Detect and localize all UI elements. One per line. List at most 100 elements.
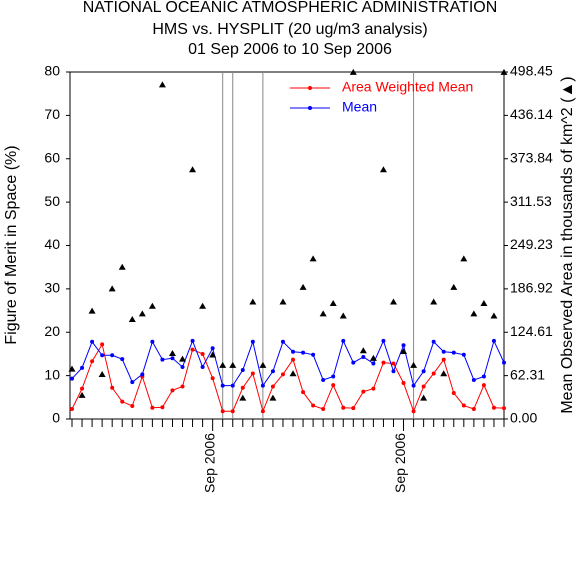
point	[170, 388, 175, 393]
triangle-marker	[339, 312, 347, 319]
triangle-marker	[319, 310, 327, 317]
triangle-marker	[259, 361, 267, 368]
point	[140, 372, 145, 377]
point	[421, 384, 426, 389]
point	[351, 360, 356, 365]
y2-axis-label: Mean Observed Area in thousands of km^2 …	[559, 76, 576, 413]
point	[401, 343, 406, 348]
point	[100, 353, 105, 358]
triangle-marker	[279, 298, 287, 305]
point	[210, 376, 215, 381]
point	[311, 403, 316, 408]
point	[120, 399, 125, 404]
legend-marker	[308, 106, 312, 110]
triangle-marker	[229, 361, 237, 368]
y-tick-label: 50	[44, 193, 60, 209]
point	[491, 338, 496, 343]
point	[321, 407, 326, 412]
legend-label: Mean	[342, 99, 377, 115]
triangle-marker	[118, 263, 126, 270]
y2-tick-label: 62.31	[510, 366, 545, 382]
triangle-marker	[470, 310, 478, 317]
y-tick-label: 10	[44, 366, 60, 382]
point	[371, 361, 376, 366]
point	[280, 339, 285, 344]
triangle-marker	[138, 310, 146, 317]
point	[160, 405, 165, 410]
point	[441, 357, 446, 362]
triangle-marker	[158, 81, 166, 88]
y-tick-label: 0	[52, 410, 60, 426]
series-line	[71, 339, 505, 387]
point	[502, 406, 506, 411]
point	[411, 383, 416, 388]
point	[240, 385, 245, 390]
triangle-marker	[209, 351, 217, 358]
y-tick-label: 20	[44, 323, 60, 339]
point	[351, 406, 356, 411]
point	[381, 360, 386, 365]
triangle-marker	[379, 166, 387, 173]
x-tick-label: Sep 2006	[201, 433, 217, 493]
point	[431, 339, 436, 344]
y-tick-label: 60	[44, 149, 60, 165]
point	[250, 371, 255, 376]
triangle-marker	[108, 285, 116, 292]
point	[180, 364, 185, 369]
y2-tick-label: 498.45	[510, 63, 553, 79]
point	[341, 405, 346, 410]
point	[150, 339, 155, 344]
x-tick-label: Sep 2006	[392, 433, 408, 493]
point	[502, 360, 506, 365]
triangle-marker	[500, 68, 508, 75]
point	[401, 380, 406, 385]
point	[321, 377, 326, 382]
point	[291, 357, 296, 362]
triangle-marker	[249, 298, 257, 305]
point	[220, 383, 225, 388]
triangle-marker	[440, 370, 448, 377]
point	[451, 350, 456, 355]
legend-marker	[308, 86, 312, 90]
y2-tick-label: 436.14	[510, 106, 553, 122]
triangle-marker	[219, 361, 227, 368]
point	[451, 390, 456, 395]
point	[200, 364, 205, 369]
point	[311, 352, 316, 357]
point	[210, 346, 215, 351]
y-axis-label: Figure of Merit in Space (%)	[3, 145, 20, 344]
point	[441, 349, 446, 354]
point	[220, 409, 225, 414]
point	[391, 361, 396, 366]
triangle-marker	[490, 312, 498, 319]
point	[170, 356, 175, 361]
chart-subtitle: HMS vs. HYSPLIT (20 ug/m3 analysis)	[152, 21, 427, 38]
triangle-marker	[430, 298, 438, 305]
point	[270, 369, 275, 374]
point	[150, 405, 155, 410]
point	[361, 389, 366, 394]
triangle-marker	[78, 391, 86, 398]
triangle-marker	[168, 350, 176, 357]
triangle-marker	[269, 394, 277, 401]
y2-tick-label: 373.84	[510, 149, 553, 165]
point	[291, 349, 296, 354]
point	[260, 383, 265, 388]
point	[391, 369, 396, 374]
point	[371, 386, 376, 391]
triangle-marker	[189, 166, 197, 173]
point	[481, 374, 486, 379]
point	[411, 409, 416, 414]
point	[70, 407, 74, 412]
triangle-marker	[450, 283, 458, 290]
triangle-marker	[460, 255, 468, 262]
y2-tick-label: 311.53	[510, 193, 552, 209]
point	[90, 359, 95, 364]
y2-tick-label: 0.00	[510, 410, 537, 426]
point	[100, 342, 105, 347]
chart-subtitle: 01 Sep 2006 to 10 Sep 2006	[188, 41, 392, 58]
series-line	[71, 343, 505, 413]
triangle-marker	[329, 299, 337, 306]
triangle-marker	[98, 370, 106, 377]
